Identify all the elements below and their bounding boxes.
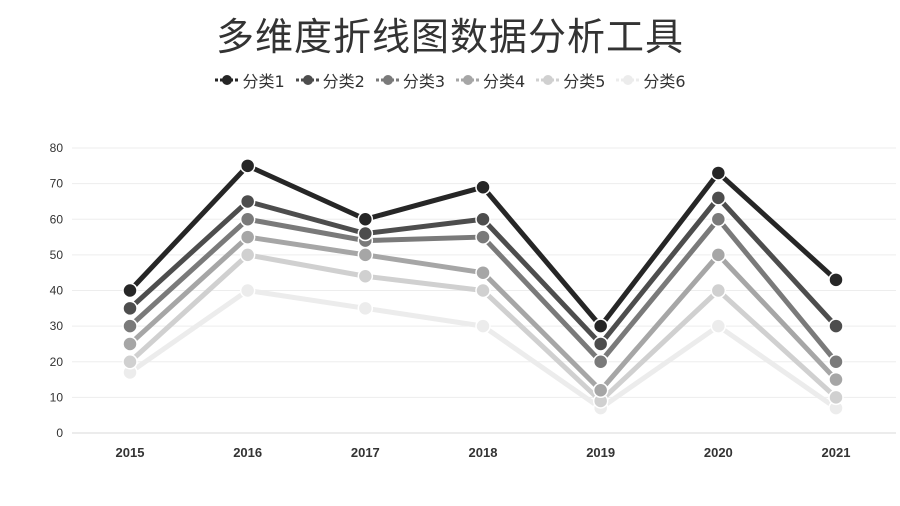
x-tick-label: 2019 [586, 445, 615, 460]
x-tick-label: 2021 [822, 445, 851, 460]
legend-swatch-3 [375, 75, 400, 85]
x-tick-label: 2020 [704, 445, 733, 460]
data-point [592, 382, 609, 398]
x-tick-label: 2017 [351, 445, 380, 460]
x-tick-label: 2018 [469, 445, 498, 460]
data-point [592, 336, 609, 352]
legend-swatch-5 [536, 75, 561, 85]
y-tick-label: 30 [50, 319, 64, 333]
x-tick-label: 2016 [233, 445, 262, 460]
y-tick-label: 20 [50, 355, 64, 369]
data-point [239, 229, 256, 245]
legend-label: 分类4 [483, 72, 526, 91]
data-point [828, 272, 844, 288]
y-tick-label: 80 [50, 141, 64, 155]
data-point [357, 211, 374, 227]
data-point [475, 282, 491, 299]
y-tick-label: 10 [50, 390, 64, 404]
data-point [357, 247, 374, 263]
legend-swatch-6 [616, 75, 641, 85]
legend-label: 分类3 [402, 72, 445, 91]
y-tick-label: 40 [50, 284, 64, 298]
y-tick-label: 50 [50, 248, 64, 262]
legend-item[interactable]: 分类3 [375, 68, 445, 92]
legend-item[interactable]: 分类4 [455, 68, 525, 92]
data-point [710, 190, 727, 206]
data-point [475, 211, 491, 227]
data-point [475, 318, 491, 334]
y-tick-label: 70 [50, 177, 64, 191]
data-point [122, 318, 138, 334]
data-point [239, 282, 256, 299]
y-tick-label: 60 [50, 212, 64, 226]
data-point [239, 193, 256, 210]
data-point [828, 318, 844, 334]
data-point [592, 318, 609, 334]
legend-swatch-1 [215, 75, 240, 85]
data-point [710, 318, 727, 334]
data-point [357, 268, 374, 284]
data-point [710, 282, 727, 299]
legend-label: 分类1 [242, 72, 285, 91]
data-point [592, 354, 609, 370]
legend-label: 分类2 [322, 72, 365, 91]
data-point [122, 354, 138, 370]
legend-swatch-2 [295, 75, 320, 85]
data-point [122, 300, 138, 317]
data-point [239, 158, 256, 174]
data-point [122, 282, 138, 299]
chart-title: 多维度折线图数据分析工具 [215, 15, 684, 59]
series-line-4 [127, 234, 839, 393]
data-point [710, 211, 727, 227]
data-point [475, 179, 491, 195]
data-point [239, 211, 256, 227]
chart-legend: 分类1 分类2 分类3 分类4 分类5 分类6 [0, 68, 900, 92]
data-point [475, 229, 491, 245]
legend-item[interactable]: 分类1 [214, 68, 285, 92]
x-tick-label: 2015 [116, 445, 145, 460]
y-tick-label: 0 [56, 426, 63, 440]
legend-item[interactable]: 分类5 [535, 68, 605, 92]
data-point [710, 247, 727, 263]
legend-item[interactable]: 分类2 [295, 68, 365, 92]
legend-label: 分类5 [563, 72, 606, 91]
data-point [475, 264, 491, 281]
data-point [828, 371, 844, 388]
legend-item[interactable]: 分类6 [615, 68, 686, 92]
data-point [828, 389, 844, 406]
legend-swatch-4 [456, 75, 480, 85]
series-line-6 [127, 288, 839, 411]
data-point [122, 336, 138, 352]
data-point [357, 225, 374, 242]
data-point [239, 247, 256, 263]
legend-label: 分类6 [643, 72, 686, 91]
data-point [828, 354, 844, 370]
data-point [357, 300, 374, 317]
data-point [710, 165, 727, 181]
